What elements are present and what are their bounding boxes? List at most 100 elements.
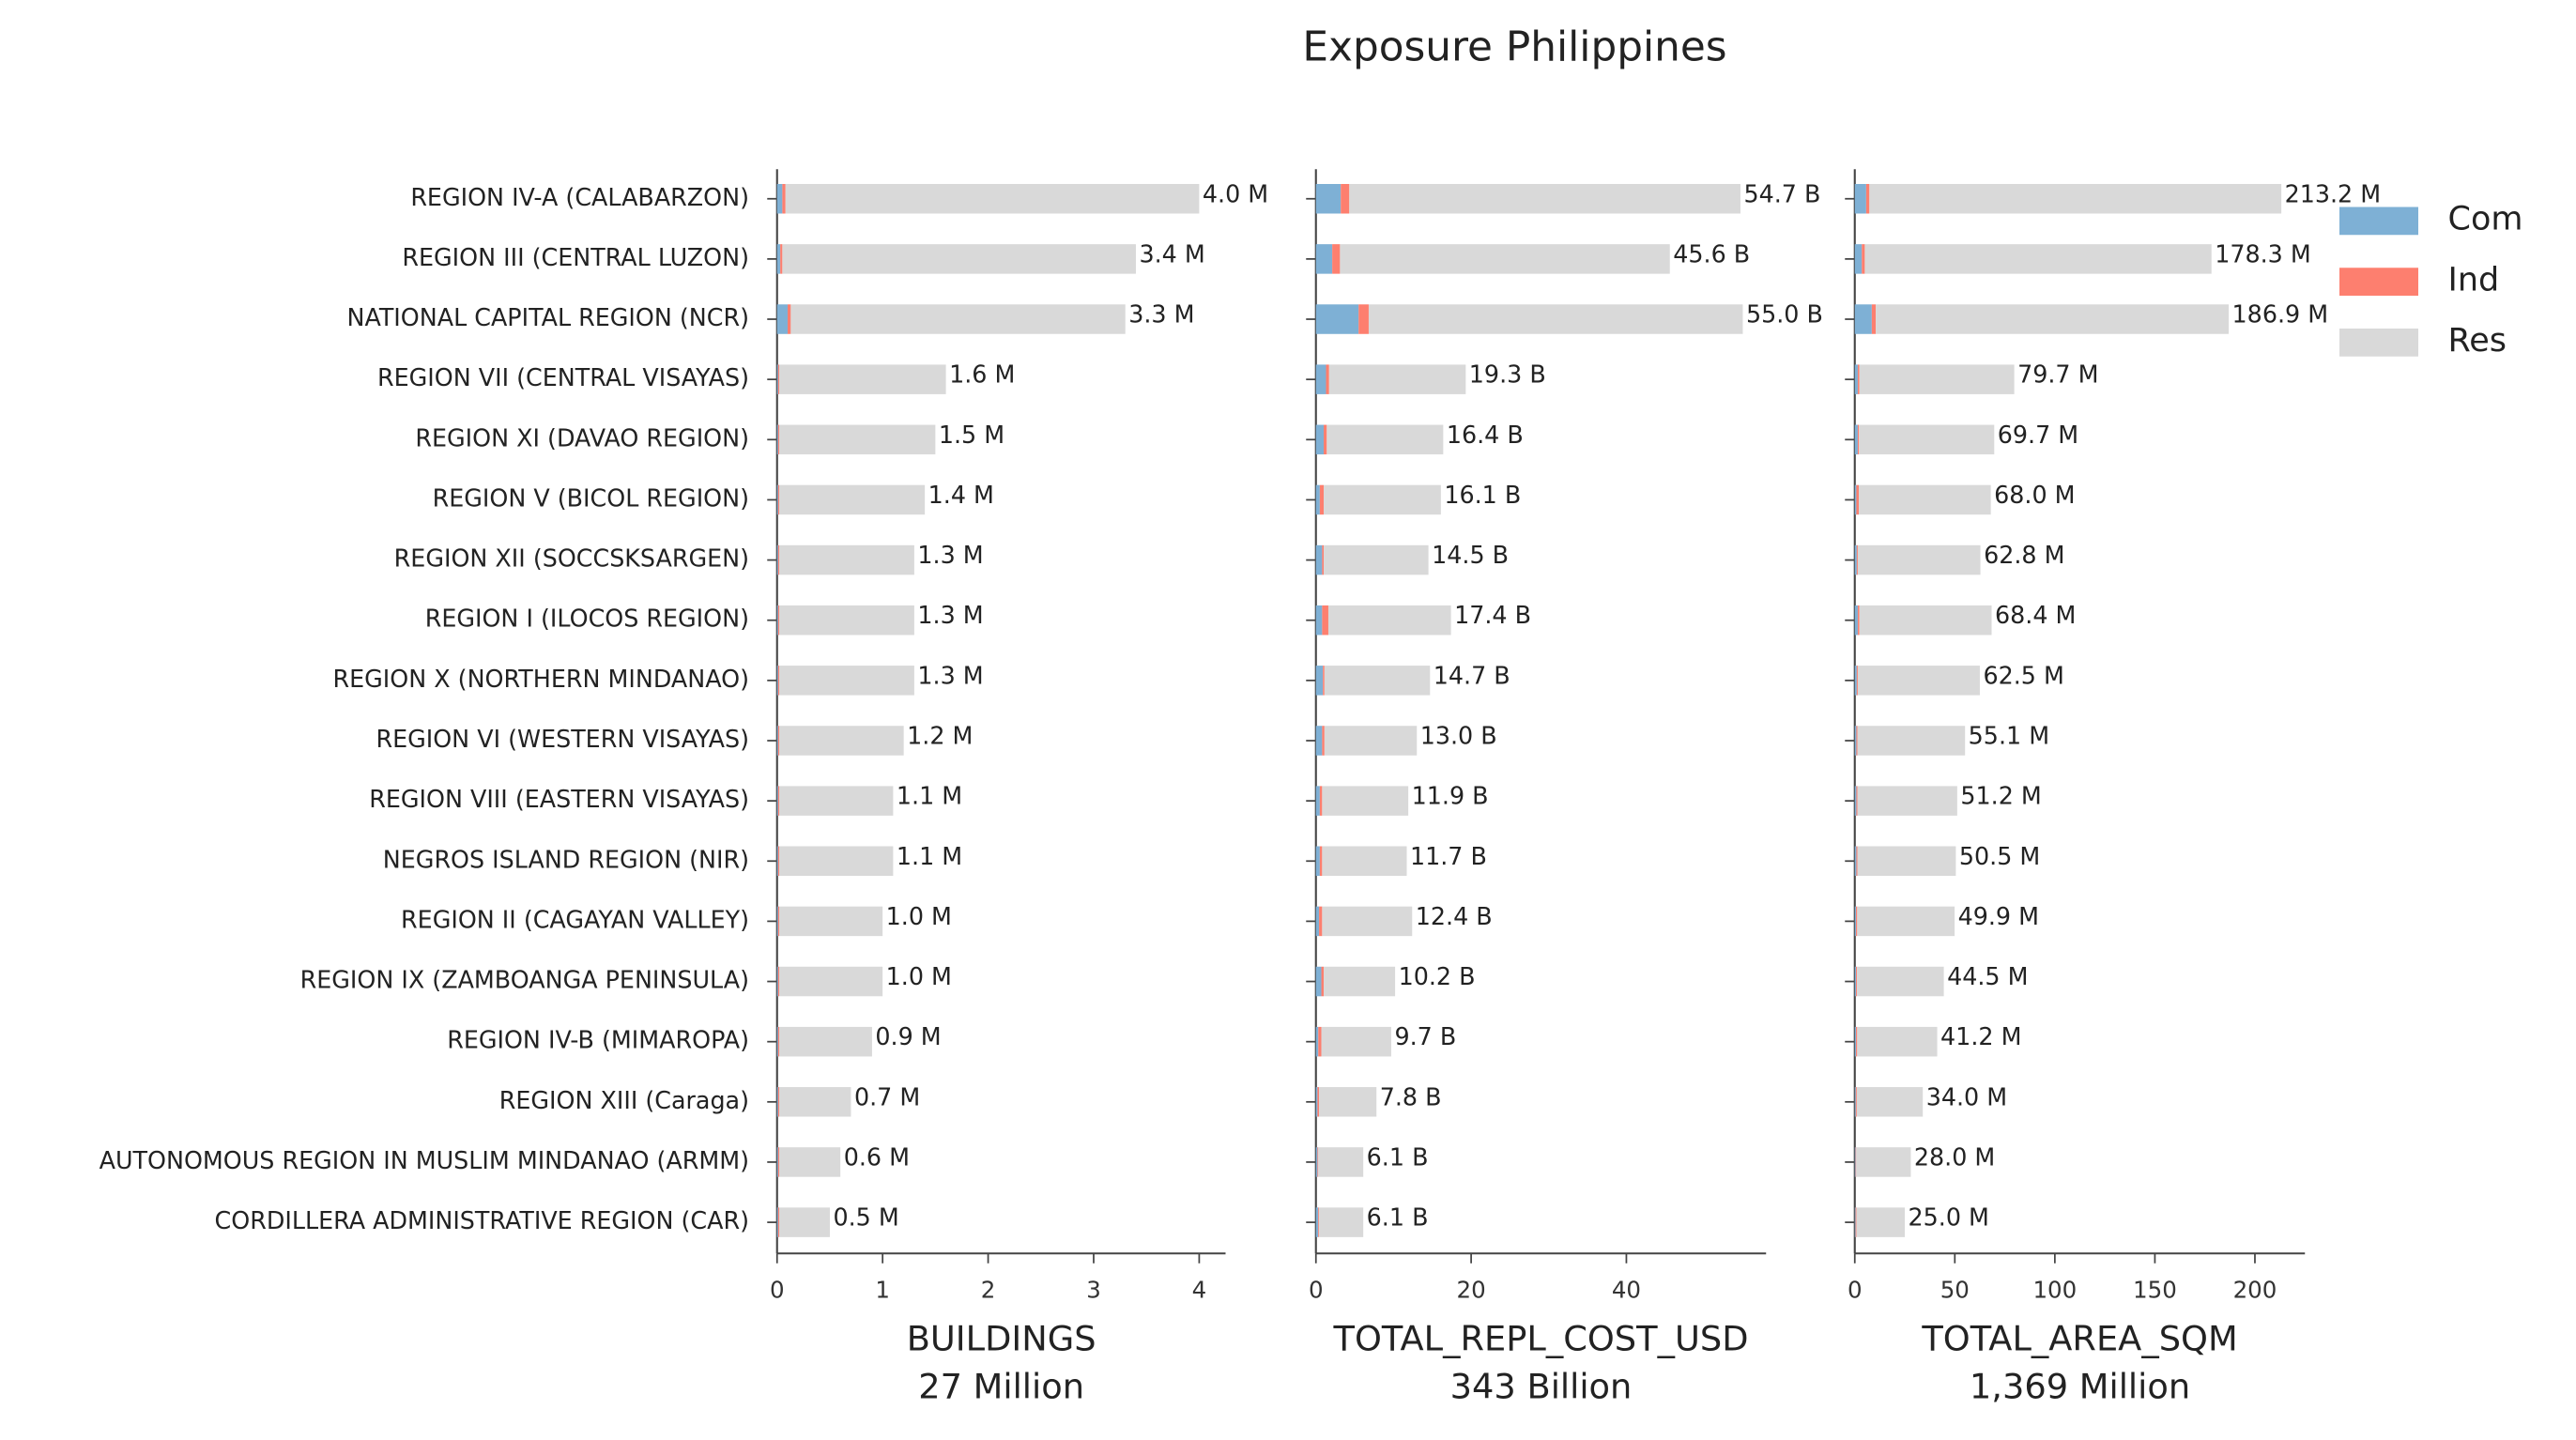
value-label: 44.5 M — [1947, 962, 2028, 990]
bar-segment — [777, 1026, 779, 1057]
bar-segment — [778, 605, 914, 636]
bar-segment — [776, 966, 778, 997]
x-tick-label: 0 — [1848, 1277, 1863, 1304]
bar-segment — [1341, 184, 1350, 214]
bar-segment — [776, 726, 778, 756]
bar-segment — [778, 424, 936, 455]
value-label: 213.2 M — [2285, 179, 2382, 207]
chart-title: Exposure Philippines — [1302, 23, 1726, 71]
x-tick-label: 20 — [1457, 1277, 1486, 1304]
bar-segment — [1319, 484, 1325, 515]
bar-segment — [1318, 1026, 1322, 1057]
x-tick-label: 150 — [2133, 1277, 2177, 1304]
legend-label: Res — [2448, 322, 2507, 360]
bar-segment — [1318, 1147, 1364, 1177]
value-label: 50.5 M — [1959, 842, 2040, 870]
value-label: 4.0 M — [1203, 179, 1268, 207]
value-label: 6.1 B — [1367, 1142, 1429, 1171]
y-tick-label: REGION XIII (Caraga) — [499, 1086, 749, 1114]
value-label: 68.4 M — [1995, 601, 2076, 629]
value-label: 6.1 B — [1367, 1203, 1429, 1232]
value-label: 9.7 B — [1394, 1022, 1456, 1050]
bar-segment — [1856, 1026, 1858, 1057]
y-tick-label: REGION IV-B (MIMAROPA) — [447, 1026, 749, 1054]
bar-segment — [1322, 846, 1407, 877]
bar-segment — [776, 364, 778, 394]
bar-segment — [778, 966, 883, 997]
bar-segment — [1318, 1207, 1320, 1237]
bar-segment — [776, 906, 778, 937]
bar-segment — [1854, 846, 1857, 877]
bar-segment — [1324, 966, 1396, 997]
value-label: 1.3 M — [917, 541, 983, 569]
bar-segment — [1854, 1147, 1856, 1177]
legend-label: Ind — [2448, 261, 2500, 299]
bar-segment — [1315, 424, 1325, 455]
bar-segment — [1319, 1087, 1377, 1117]
y-tick-label: AUTONOMOUS REGION IN MUSLIM MINDANAO (AR… — [100, 1146, 749, 1174]
bar-segment — [1854, 304, 1872, 334]
bar-segment — [1856, 666, 1858, 696]
bar-segment — [1854, 666, 1857, 696]
bar-segment — [1859, 605, 1992, 636]
bar-segment — [1321, 1026, 1391, 1057]
value-label: 7.8 B — [1380, 1082, 1442, 1111]
bar-segment — [1854, 184, 1866, 214]
value-label: 11.7 B — [1410, 842, 1487, 870]
bar-segment — [1857, 364, 1860, 394]
y-tick-label: NATIONAL CAPITAL REGION (NCR) — [346, 303, 749, 331]
y-tick-label: REGION VIII (EASTERN VISAYAS) — [369, 785, 749, 813]
bar-segment — [1855, 1207, 1857, 1237]
value-label: 54.7 B — [1743, 179, 1820, 207]
value-label: 1.1 M — [897, 842, 962, 870]
bar-segment — [1332, 244, 1341, 274]
bar-segment — [1322, 544, 1325, 575]
x-axis-label: TOTAL_REPL_COST_USD — [1333, 1319, 1749, 1359]
bar-segment — [1854, 364, 1858, 394]
bar-segment — [776, 1207, 778, 1237]
bar-segment — [1859, 484, 1991, 515]
bar-segment — [1854, 605, 1858, 636]
bar-segment — [1854, 244, 1863, 274]
bar-segment — [777, 786, 779, 816]
bar-segment — [1854, 906, 1857, 937]
y-tick-label: REGION XI (DAVAO REGION) — [415, 423, 749, 452]
bar-segment — [776, 484, 778, 515]
bar-segment — [778, 1026, 872, 1057]
bar-segment — [787, 304, 791, 334]
value-label: 1.5 M — [939, 421, 1004, 449]
bar-segment — [1349, 184, 1740, 214]
bar-segment — [1315, 244, 1333, 274]
y-tick-label: REGION I (ILOCOS REGION) — [425, 605, 749, 633]
value-label: 49.9 M — [1958, 902, 2039, 930]
bar-segment — [778, 484, 926, 515]
value-label: 62.5 M — [1983, 661, 2063, 689]
bar-segment — [782, 184, 786, 214]
bar-segment — [1315, 484, 1320, 515]
bar-segment — [1865, 184, 1870, 214]
bar-segment — [1319, 846, 1323, 877]
bar-segment — [1859, 424, 1995, 455]
bar-segment — [777, 906, 779, 937]
bar-segment — [1368, 304, 1743, 334]
bar-segment — [1328, 364, 1466, 394]
value-label: 14.5 B — [1432, 541, 1509, 569]
bar-segment — [1854, 1026, 1857, 1057]
bar-segment — [1856, 786, 1858, 816]
value-label: 79.7 M — [2017, 360, 2098, 389]
value-label: 34.0 M — [1926, 1082, 2007, 1111]
value-label: 69.7 M — [1998, 421, 2078, 449]
legend-swatch — [2339, 207, 2418, 236]
bar-segment — [776, 605, 778, 636]
bar-segment — [1859, 364, 2015, 394]
bar-segment — [1319, 1207, 1364, 1237]
bar-segment — [1324, 666, 1431, 696]
value-label: 14.7 B — [1434, 661, 1510, 689]
y-tick-label: CORDILLERA ADMINISTRATIVE REGION (CAR) — [215, 1206, 749, 1234]
bar-segment — [776, 846, 778, 877]
y-tick-label: REGION IX (ZAMBOANGA PENINSULA) — [300, 966, 749, 994]
value-label: 55.1 M — [1969, 721, 2049, 749]
bar-segment — [1854, 1087, 1856, 1117]
bar-segment — [1857, 846, 1956, 877]
bar-segment — [1315, 1207, 1319, 1237]
